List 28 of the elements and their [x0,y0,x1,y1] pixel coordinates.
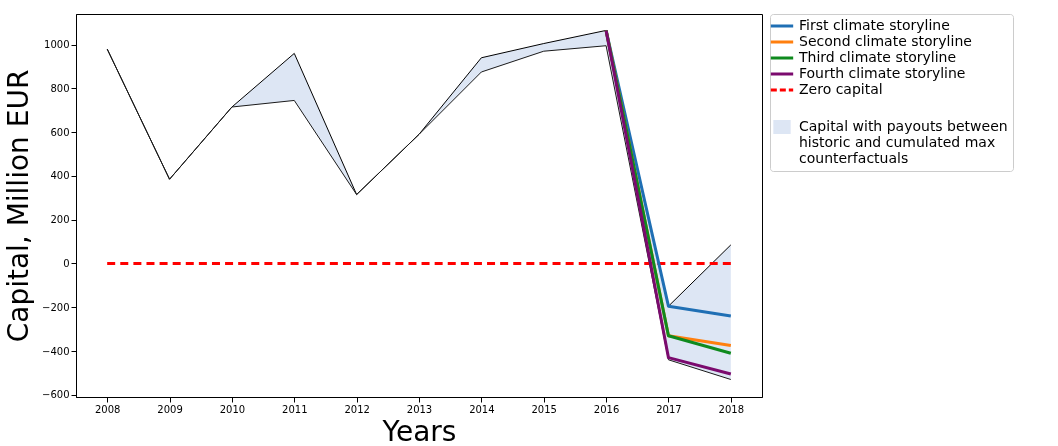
x-tick-label: 2012 [344,403,370,415]
y-tick-label: 800 [50,82,70,94]
x-tick-label: 2009 [157,403,183,415]
legend-label: Third climate storyline [798,49,957,65]
y-tick-label: 600 [50,126,70,138]
y-axis-title: Capital, Million EUR [2,69,36,343]
x-tick-label: 2008 [94,403,121,415]
x-axis-title: Years [381,414,457,446]
x-tick-label: 2011 [282,403,308,415]
legend-label: Zero capital [799,81,883,97]
x-tick-label: 2016 [593,403,620,415]
y-tick-label: 400 [50,170,70,182]
x-tick-label: 2015 [531,403,557,415]
x-tick-label: 2014 [469,403,495,415]
x-tick-label: 2010 [219,403,246,415]
legend-label: Second climate storyline [799,33,972,49]
x-tick-label: 2017 [656,403,682,415]
y-tick-label: 0 [63,258,70,269]
x-tick-label: 2018 [718,403,745,415]
legend-label: Capital with payouts between historic and cumulated max counterfactuals [799,118,1008,166]
y-tick-label: −400 [42,345,70,357]
y-tick-label: 1000 [44,39,70,51]
legend-label: Fourth climate storyline [799,65,966,81]
y-tick-label: −600 [42,389,70,401]
legend-label: First climate storyline [799,17,950,33]
x-tick-label: 2013 [406,403,433,415]
y-tick-label: −200 [42,301,70,313]
y-tick-label: 200 [50,214,70,226]
